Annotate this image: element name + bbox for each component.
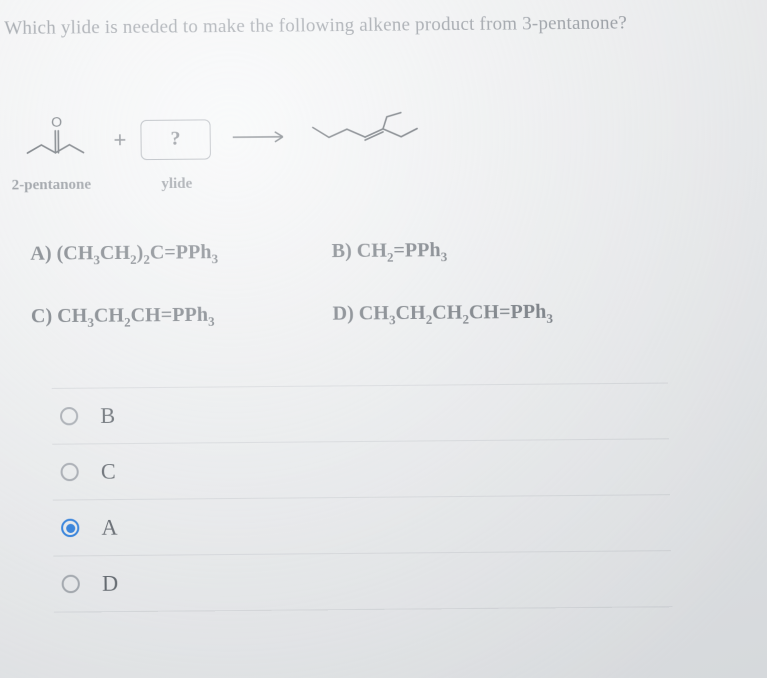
option-row[interactable]: B <box>52 383 669 444</box>
reactant-structure: O <box>21 112 100 168</box>
answer-B: B) CH2=PPh3 <box>331 237 633 266</box>
reaction-labels: 2-pentanone ylide <box>2 171 767 195</box>
reaction-arrow <box>230 123 291 154</box>
product-structure <box>304 106 445 168</box>
reaction-scheme: O + ? <box>1 103 767 171</box>
option-row[interactable]: C <box>52 438 670 499</box>
answer-A: A) (CH3CH2)2C=PPh3 <box>30 240 332 269</box>
unknown-reagent-box: ? <box>140 119 211 160</box>
option-row[interactable]: A <box>53 494 671 555</box>
svg-text:O: O <box>51 114 62 130</box>
option-letter: D <box>102 570 118 597</box>
ylide-label: ylide <box>161 176 192 193</box>
answer-C: C) CH3CH2CH=PPh3 <box>31 303 333 332</box>
options-list: B C A D <box>3 383 672 614</box>
question-text: Which ylide is needed to make the follow… <box>0 11 767 40</box>
plus-sign: + <box>113 127 126 153</box>
radio-icon[interactable] <box>61 519 79 537</box>
radio-icon[interactable] <box>62 575 80 594</box>
option-letter: A <box>101 514 117 541</box>
option-letter: B <box>100 403 115 429</box>
answer-D: D) CH3CH2CH2CH=PPh3 <box>332 300 634 329</box>
option-letter: C <box>101 458 116 485</box>
radio-icon[interactable] <box>60 463 78 481</box>
reactant-label: 2-pentanone <box>12 177 92 195</box>
radio-icon[interactable] <box>60 407 78 425</box>
answer-choices-grid: A) (CH3CH2)2C=PPh3 B) CH2=PPh3 C) CH3CH2… <box>2 236 767 332</box>
option-row[interactable]: D <box>53 550 672 613</box>
